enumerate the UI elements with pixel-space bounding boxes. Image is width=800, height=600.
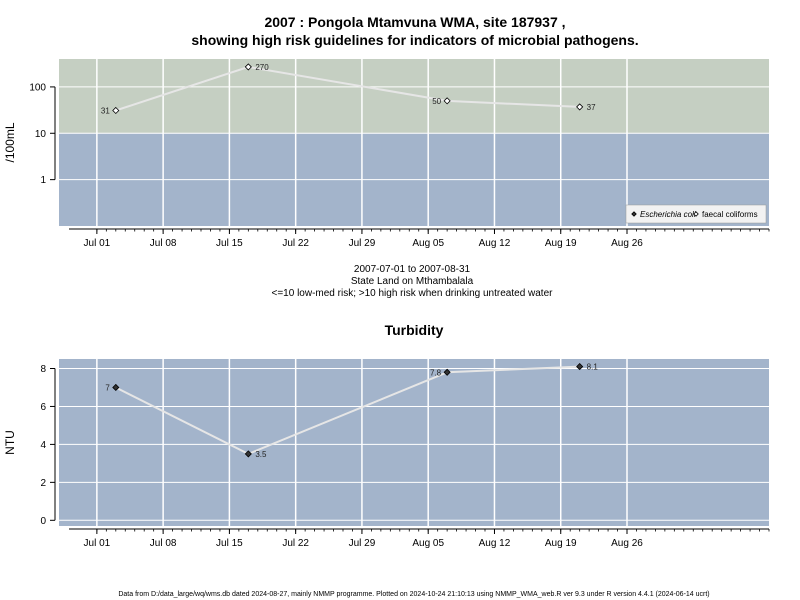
micro-data-point xyxy=(112,106,120,115)
turbidity-y-tick-label: 0 xyxy=(40,516,46,527)
turbidity-x-tick-label: Jul 22 xyxy=(282,538,309,549)
turbidity-x-tick-label: Aug 26 xyxy=(611,538,643,549)
micro-data-point xyxy=(576,103,584,111)
micro-data-point xyxy=(443,97,451,105)
chart-title-line1: 2007 : Pongola Mtamvuna WMA, site 187937… xyxy=(264,14,565,30)
turbidity-data-label: 7.8 xyxy=(430,368,442,377)
micro-x-tick-label: Aug 05 xyxy=(412,238,444,249)
micro-y-tick-label: 1 xyxy=(40,175,46,186)
micro-data-label: 50 xyxy=(432,97,441,106)
subtitle-risk-note: <=10 low-med risk; >10 high risk when dr… xyxy=(272,288,554,299)
turbidity-x-tick-label: Jul 08 xyxy=(150,538,177,549)
turbidity-data-label: 7 xyxy=(105,383,110,392)
micro-y-axis-label: /100mL xyxy=(3,122,17,162)
micro-x-tick-label: Jul 15 xyxy=(216,238,243,249)
turbidity-series-line xyxy=(115,365,580,455)
turbidity-x-tick-label: Jul 29 xyxy=(349,538,376,549)
turbidity-data-point xyxy=(112,383,120,392)
turbidity-panel: Jul 01 Jul 08 Jul 15 Jul 22 Jul 29 Aug 05 Aug … xyxy=(3,359,770,549)
micro-data-point xyxy=(244,63,252,71)
legend-marker xyxy=(693,211,699,217)
legend-marker xyxy=(631,211,637,217)
turbidity-data-point xyxy=(244,450,252,458)
micro-series-line xyxy=(115,65,580,112)
turbidity-data-point xyxy=(443,368,451,376)
turbidity-y-tick-label: 2 xyxy=(40,478,46,489)
micro-x-tick-label: Aug 12 xyxy=(479,238,511,249)
turbidity-x-tick-label: Jul 01 xyxy=(84,538,111,549)
micro-data-label: 31 xyxy=(101,106,110,115)
micro-y-tick-label: 100 xyxy=(29,82,46,93)
turbidity-data-label: 3.5 xyxy=(255,450,267,459)
micro-x-tick-label: Jul 08 xyxy=(150,238,177,249)
legend-entry-label: Escherichia coli xyxy=(640,210,696,219)
turbidity-data-point xyxy=(576,363,584,371)
turbidity-y-tick-label: 8 xyxy=(40,364,46,375)
turbidity-y-tick-label: 4 xyxy=(40,440,46,451)
micro-y-tick-label: 10 xyxy=(35,129,47,140)
micro-x-tick-label: Jul 01 xyxy=(84,238,111,249)
legend-entry-label: faecal coliforms xyxy=(702,210,758,219)
turbidity-plot-background xyxy=(59,359,769,526)
microbial-panel: Jul 01 Jul 08 Jul 15 Jul 22 Jul 29 Aug 05 Aug … xyxy=(3,59,770,249)
turbidity-y-tick-label: 6 xyxy=(40,402,46,413)
turbidity-x-tick-label: Aug 12 xyxy=(479,538,511,549)
turbidity-x-tick-label: Aug 19 xyxy=(545,538,577,549)
footer-note: Data from D:/data_large/wq/wms.db dated … xyxy=(118,591,709,598)
micro-data-label: 270 xyxy=(255,63,269,72)
micro-x-tick-label: Aug 19 xyxy=(545,238,577,249)
micro-data-label: 37 xyxy=(587,103,596,112)
chart-title-line2: showing high risk guidelines for indicat… xyxy=(191,32,638,48)
turbidity-x-tick-label: Jul 15 xyxy=(216,538,243,549)
turbidity-y-axis-label: NTU xyxy=(3,430,17,455)
turbidity-data-label: 8.1 xyxy=(587,363,599,372)
subtitle-site-name: State Land on Mthambalala xyxy=(351,276,474,287)
micro-x-tick-label: Aug 26 xyxy=(611,238,643,249)
micro-x-tick-label: Jul 29 xyxy=(349,238,376,249)
micro-x-tick-label: Jul 22 xyxy=(282,238,309,249)
turbidity-panel-title: Turbidity xyxy=(385,322,444,338)
turbidity-x-tick-label: Aug 05 xyxy=(412,538,444,549)
subtitle-date-range: 2007-07-01 to 2007-08-31 xyxy=(354,264,471,275)
